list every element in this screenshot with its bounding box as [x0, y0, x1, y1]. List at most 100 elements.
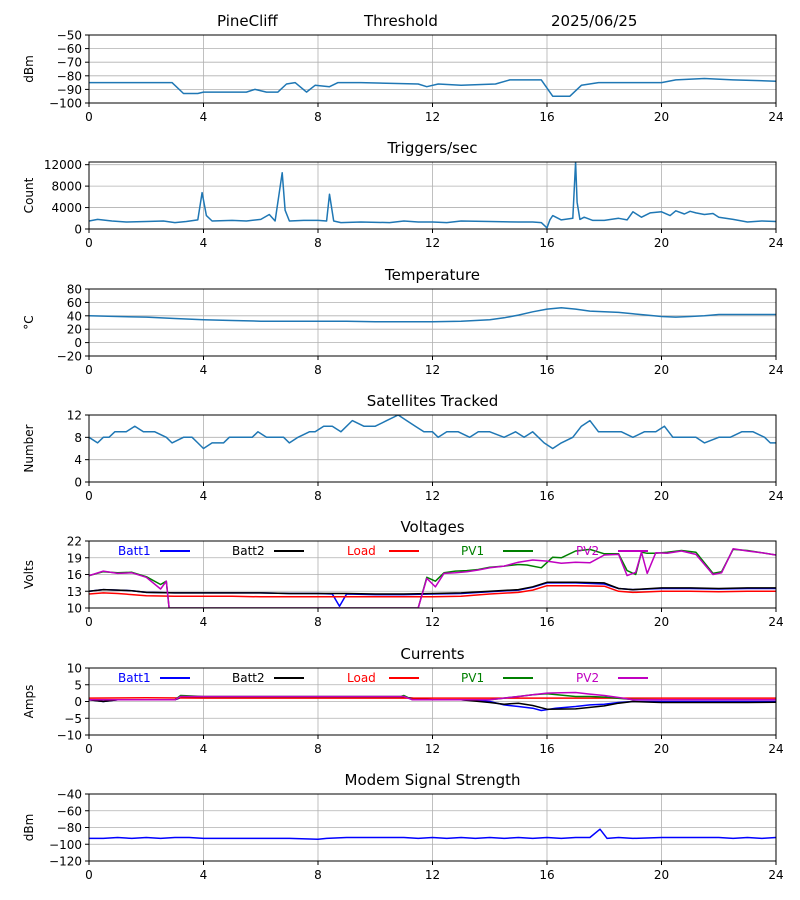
y-tick-label: −50	[57, 29, 82, 43]
x-tick-label: 8	[314, 615, 322, 629]
x-tick-label: 12	[425, 363, 440, 377]
legend-label: PV1	[461, 544, 484, 558]
legend-label: PV2	[576, 544, 599, 558]
x-tick-label: 20	[654, 110, 669, 124]
y-tick-label: −5	[64, 712, 82, 726]
x-tick-label: 0	[85, 615, 93, 629]
legend-label: PV2	[576, 671, 599, 685]
y-tick-label: −40	[57, 788, 82, 802]
y-tick-label: −80	[57, 821, 82, 835]
x-tick-label: 16	[539, 363, 554, 377]
date-label: 2025/06/25	[551, 12, 638, 30]
x-tick-label: 12	[425, 110, 440, 124]
x-tick-label: 4	[200, 489, 208, 503]
x-tick-label: 12	[425, 868, 440, 882]
y-tick-label: −70	[57, 56, 82, 70]
y-axis-label: Volts	[22, 560, 36, 589]
y-tick-label: −20	[57, 350, 82, 364]
chart-title: Temperature	[384, 266, 480, 284]
chart-title: Modem Signal Strength	[345, 771, 521, 789]
y-tick-label: 22	[67, 535, 82, 549]
legend-label: Batt1	[118, 671, 151, 685]
series-line	[89, 581, 776, 595]
station-name: PineCliff	[217, 12, 278, 30]
x-tick-label: 4	[200, 363, 208, 377]
y-tick-label: 8	[74, 431, 82, 445]
legend-label: Batt2	[232, 544, 265, 558]
y-tick-label: −120	[49, 855, 82, 869]
x-tick-label: 16	[539, 489, 554, 503]
y-tick-label: 13	[67, 585, 82, 599]
y-tick-label: 16	[67, 568, 82, 582]
y-tick-label: −100	[49, 838, 82, 852]
y-tick-label: −10	[57, 729, 82, 743]
x-tick-label: 0	[85, 110, 93, 124]
x-tick-label: 20	[654, 236, 669, 250]
y-tick-label: 10	[67, 662, 82, 676]
legend-label: Load	[347, 544, 376, 558]
x-tick-label: 16	[539, 615, 554, 629]
chart-panel: 0 4 8 12 16 20 24 −10 −5 0 5 10 Amps Currents Batt1 Bat…	[22, 645, 784, 756]
y-tick-label: 10	[67, 602, 82, 616]
x-tick-label: 20	[654, 363, 669, 377]
y-axis-label: °C	[22, 315, 36, 329]
x-tick-label: 8	[314, 363, 322, 377]
mode-label: Threshold	[364, 12, 438, 30]
x-tick-label: 4	[200, 742, 208, 756]
y-axis-label: Number	[22, 424, 36, 472]
x-tick-label: 8	[314, 742, 322, 756]
y-tick-label: 80	[67, 283, 82, 297]
series-line	[89, 548, 776, 608]
chart-title: Voltages	[400, 518, 464, 536]
x-tick-label: 4	[200, 110, 208, 124]
y-axis-label: Amps	[22, 685, 36, 719]
y-tick-label: 19	[67, 551, 82, 565]
x-tick-label: 0	[85, 742, 93, 756]
y-tick-label: 20	[67, 323, 82, 337]
x-tick-label: 8	[314, 236, 322, 250]
series-line	[89, 307, 776, 323]
y-tick-label: 4000	[51, 201, 82, 215]
x-tick-label: 16	[539, 868, 554, 882]
y-tick-label: −60	[57, 804, 82, 818]
chart-panel: 0 4 8 12 16 20 24 0 4 8 12 Number Satellites Tracked	[22, 392, 784, 503]
y-axis-label: dBm	[22, 55, 36, 83]
chart-panel: 0 4 8 12 16 20 24 0 4000 8000 12000 Count Triggers/s…	[22, 139, 784, 250]
legend-label: Batt1	[118, 544, 151, 558]
y-tick-label: 5	[74, 678, 82, 692]
x-tick-label: 20	[654, 868, 669, 882]
series-line	[89, 828, 776, 840]
legend-label: Load	[347, 671, 376, 685]
x-tick-label: 12	[425, 615, 440, 629]
chart-panel: 0 4 8 12 16 20 24 10 13 16 19 22 Volts Voltages Batt1 B…	[22, 518, 784, 629]
x-tick-label: 16	[539, 110, 554, 124]
x-tick-label: 0	[85, 363, 93, 377]
y-tick-label: 60	[67, 296, 82, 310]
x-tick-label: 24	[768, 742, 783, 756]
x-tick-label: 20	[654, 489, 669, 503]
x-tick-label: 4	[200, 236, 208, 250]
y-tick-label: −60	[57, 42, 82, 56]
y-tick-label: −90	[57, 83, 82, 97]
series-line	[89, 691, 776, 701]
x-tick-label: 0	[85, 489, 93, 503]
x-tick-label: 8	[314, 868, 322, 882]
x-tick-label: 4	[200, 868, 208, 882]
y-tick-label: 12	[67, 409, 82, 423]
x-tick-label: 20	[654, 615, 669, 629]
legend-label: Batt2	[232, 671, 265, 685]
chart-panel: 0 4 8 12 16 20 24 −40 −60 −80 −100 −120 dBm Modem Sig…	[22, 771, 784, 882]
y-tick-label: 40	[67, 309, 82, 323]
x-tick-label: 24	[768, 363, 783, 377]
x-tick-label: 24	[768, 615, 783, 629]
x-tick-label: 8	[314, 110, 322, 124]
y-tick-label: 12000	[44, 158, 82, 172]
x-tick-label: 0	[85, 236, 93, 250]
series-line	[89, 162, 776, 229]
y-axis-label: Count	[22, 177, 36, 213]
y-axis-label: dBm	[22, 814, 36, 842]
legend-label: PV1	[461, 671, 484, 685]
